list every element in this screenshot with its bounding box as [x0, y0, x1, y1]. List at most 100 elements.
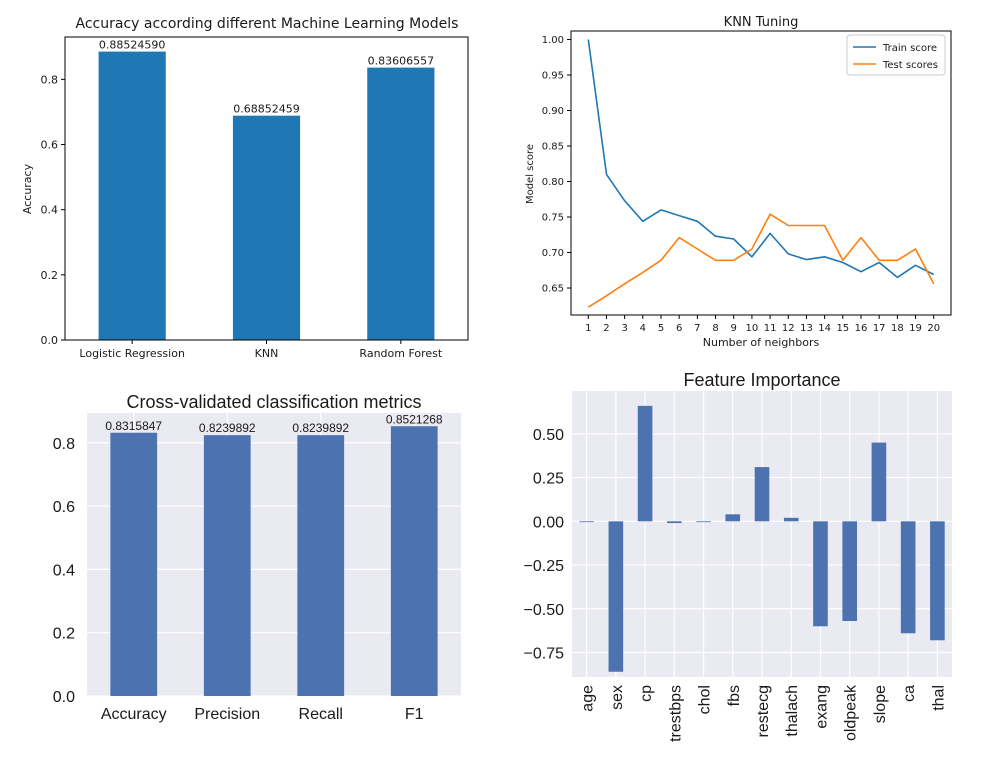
knn-series-test-scores [587, 213, 935, 308]
feature-ytick-label: 0.00 [533, 514, 564, 531]
knn-ytick-label: 0.65 [542, 284, 564, 295]
knn-xtick-label: 7 [694, 323, 700, 334]
accuracy-chart-ylabel: Accuracy [21, 163, 34, 214]
feature-xtick-label: chol [697, 685, 714, 714]
feature-bar-sex [608, 521, 624, 672]
feature-xtick-label: trestbps [667, 685, 684, 742]
feature-importance-bar-chart: Feature Importance −0.75 −0.50 −0.25 0.00 0.… [524, 370, 952, 742]
feature-ytick-label: 0.50 [533, 427, 564, 444]
knn-xtick-label: 1 [585, 323, 591, 334]
accuracy-ytick-label: 0.2 [41, 269, 59, 282]
knn-xtick-label: 17 [873, 323, 886, 334]
knn-ytick-label: 0.70 [542, 248, 564, 259]
feature-ytick-label: 0.25 [533, 471, 564, 488]
cv-ytick-label: 0.4 [53, 562, 75, 579]
feature-bar-thal [930, 521, 945, 641]
knn-xtick-label: 14 [818, 323, 831, 334]
cv-ytick-label: 0.6 [53, 499, 75, 516]
knn-chart-ticks: 0.650.700.750.800.850.900.951.001 2 3 4 5 6 7 8… [542, 35, 940, 334]
cv-xtick-label: F1 [405, 706, 424, 723]
feature-xtick-label: ca [901, 685, 918, 702]
cv-value-label: 0.8239892 [199, 421, 256, 435]
cv-ytick-label: 0.8 [53, 436, 75, 453]
accuracy-ytick-label: 0.6 [41, 139, 59, 152]
cv-value-label: 0.8239892 [292, 421, 349, 435]
knn-ytick-label: 0.95 [542, 71, 564, 82]
feature-bar-ca [900, 521, 916, 634]
feature-bar-chol [696, 521, 711, 523]
accuracy-chart-value-labels: 0.88524590 0.68852459 0.83606557 [99, 39, 434, 116]
accuracy-bar-random-forest [367, 67, 435, 341]
knn-xtick-label: 3 [621, 323, 627, 334]
feature-bar-thalach [783, 517, 799, 522]
knn-tuning-line-chart: KNN Tuning Number of neighbors Model sco… [525, 15, 952, 349]
knn-series-train-score [587, 39, 935, 279]
cv-xtick-label: Precision [194, 706, 260, 723]
knn-xtick-label: 5 [658, 323, 664, 334]
cv-chart-value-labels: 0.8315847 0.8239892 0.8239892 0.8521268 [105, 412, 443, 435]
feature-ytick-label: −0.75 [524, 646, 565, 663]
cv-chart-title: Cross-validated classification metrics [126, 392, 421, 412]
feature-xtick-label: cp [638, 685, 655, 702]
accuracy-bar-knn [232, 115, 301, 340]
feature-xtick-label: age [580, 685, 597, 712]
feature-bar-exang [813, 521, 828, 627]
knn-xtick-label: 6 [676, 323, 682, 334]
cv-ytick-label: 0.0 [53, 689, 75, 706]
accuracy-value-label: 0.83606557 [368, 55, 434, 68]
feature-ytick-label: −0.25 [524, 558, 565, 575]
cv-value-label: 0.8315847 [105, 419, 162, 433]
accuracy-chart-frame [64, 36, 469, 341]
knn-xtick-label: 19 [909, 323, 922, 334]
accuracy-value-label: 0.88524590 [99, 39, 165, 52]
feature-bar-fbs [725, 514, 741, 522]
feature-xtick-label: thalach [784, 685, 801, 737]
knn-xtick-label: 15 [836, 323, 849, 334]
feature-xtick-label: sex [609, 685, 626, 710]
feature-bar-age [579, 521, 594, 523]
knn-ytick-label: 1.00 [542, 35, 564, 46]
cv-bar-precision [203, 435, 251, 696]
knn-xtick-label: 2 [603, 323, 609, 334]
accuracy-xtick-label: Logistic Regression [79, 347, 185, 360]
accuracy-ytick-label: 0.4 [41, 204, 59, 217]
accuracy-value-label: 0.68852459 [233, 103, 299, 116]
cv-chart-bars [110, 426, 438, 696]
accuracy-xtick-label: KNN [255, 347, 279, 360]
cv-xtick-label: Accuracy [101, 706, 167, 723]
knn-chart-ylabel: Model score [525, 144, 536, 204]
knn-xtick-label: 11 [764, 323, 777, 334]
knn-xtick-label: 13 [800, 323, 813, 334]
feature-bar-trestbps [667, 521, 682, 524]
cv-bar-f1 [390, 426, 438, 696]
knn-xtick-label: 4 [640, 323, 646, 334]
knn-xtick-label: 8 [712, 323, 718, 334]
accuracy-bar-chart: Accuracy according different Machine Lea… [21, 16, 469, 360]
feature-bar-slope [871, 442, 887, 522]
knn-ytick-label: 0.80 [542, 177, 564, 188]
knn-chart-legend: Train score Test scores [846, 34, 946, 76]
cv-metrics-bar-chart: Cross-validated classification metrics 0… [53, 392, 461, 723]
feature-xtick-label: slope [872, 685, 889, 723]
feature-xtick-label: oldpeak [843, 684, 860, 741]
accuracy-xtick-label: Random Forest [359, 347, 442, 360]
knn-ytick-label: 0.75 [542, 213, 564, 224]
knn-legend-test-label: Test scores [882, 60, 938, 71]
cv-xtick-label: Recall [299, 706, 343, 723]
feature-xtick-label: fbs [726, 685, 743, 706]
knn-chart-title: KNN Tuning [724, 15, 799, 30]
knn-xtick-label: 20 [927, 323, 940, 334]
knn-legend-box [846, 34, 946, 76]
knn-xtick-label: 9 [731, 323, 737, 334]
cv-ytick-label: 0.2 [53, 626, 75, 643]
cv-bar-recall [297, 435, 345, 696]
feature-chart-title: Feature Importance [683, 370, 840, 390]
feature-xtick-label: thal [930, 685, 947, 711]
knn-xtick-label: 16 [855, 323, 868, 334]
accuracy-ytick-label: 0.0 [41, 334, 59, 347]
feature-chart-bars [579, 405, 945, 672]
knn-xtick-label: 10 [746, 323, 759, 334]
cv-value-label: 0.8521268 [386, 412, 443, 426]
feature-ytick-label: −0.50 [524, 602, 565, 619]
knn-chart-frame [570, 30, 952, 316]
